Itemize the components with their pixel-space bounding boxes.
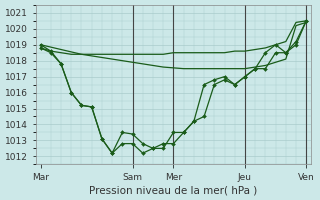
X-axis label: Pression niveau de la mer( hPa ): Pression niveau de la mer( hPa ) <box>89 185 258 195</box>
